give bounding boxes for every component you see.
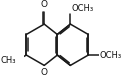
- Text: OCH₃: OCH₃: [99, 51, 121, 60]
- Text: O: O: [41, 68, 48, 77]
- Text: OCH₃: OCH₃: [71, 4, 93, 13]
- Text: O: O: [41, 0, 48, 9]
- Text: CH₃: CH₃: [0, 56, 16, 65]
